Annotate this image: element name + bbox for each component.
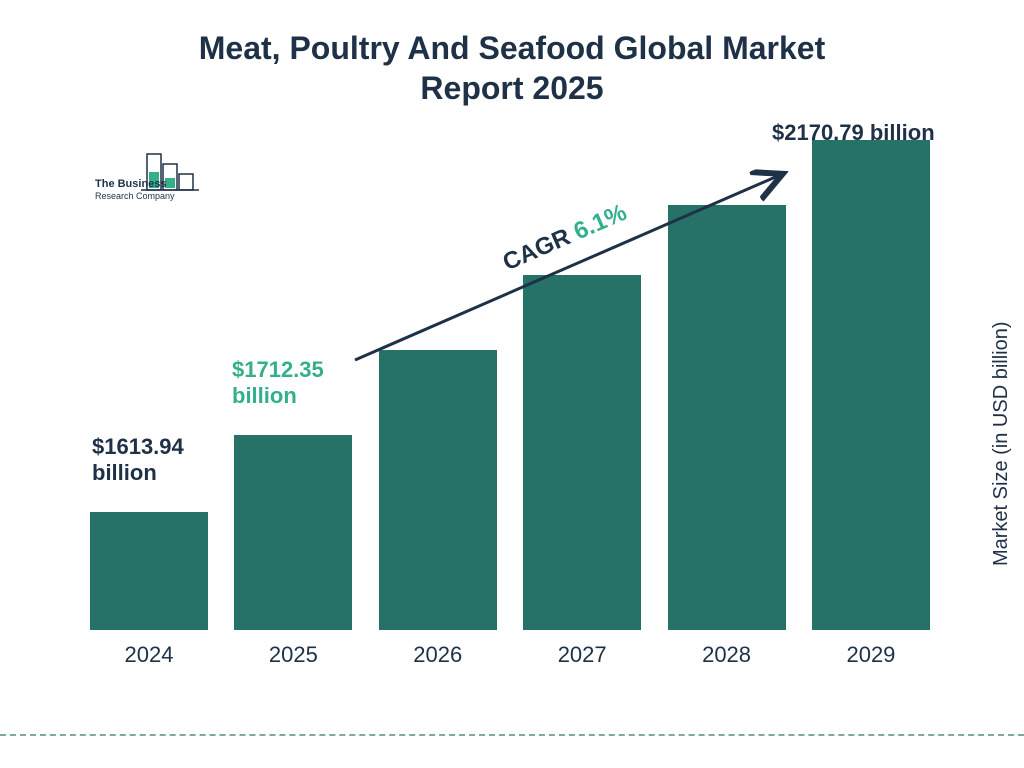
- bar: [523, 275, 641, 630]
- x-axis-label: 2024: [90, 642, 208, 668]
- bar-wrap: [668, 205, 786, 630]
- x-axis-label: 2028: [668, 642, 786, 668]
- bar: [90, 512, 208, 630]
- bar-wrap: [523, 275, 641, 630]
- y-axis-label: Market Size (in USD billion): [991, 322, 1014, 567]
- bar-wrap: [90, 512, 208, 630]
- value-label: $1613.94billion: [92, 434, 184, 487]
- bar: [234, 435, 352, 630]
- x-axis-label: 2029: [812, 642, 930, 668]
- value-label: $1712.35billion: [232, 357, 324, 410]
- x-axis-label: 2027: [523, 642, 641, 668]
- value-label: $2170.79 billion: [772, 120, 935, 146]
- bottom-dash-line: [0, 734, 1024, 736]
- bar-wrap: [812, 140, 930, 630]
- bar: [668, 205, 786, 630]
- x-axis-label: 2025: [234, 642, 352, 668]
- bar-wrap: [234, 435, 352, 630]
- chart-title: Meat, Poultry And Seafood Global MarketR…: [0, 28, 1024, 108]
- bar-wrap: [379, 350, 497, 630]
- x-axis-labels: 2024 2025 2026 2027 2028 2029: [90, 642, 930, 668]
- bar: [379, 350, 497, 630]
- bars-group: [90, 130, 930, 630]
- bar: [812, 140, 930, 630]
- x-axis-label: 2026: [379, 642, 497, 668]
- chart-area: 2024 2025 2026 2027 2028 2029: [90, 130, 945, 670]
- chart-container: Meat, Poultry And Seafood Global MarketR…: [0, 0, 1024, 768]
